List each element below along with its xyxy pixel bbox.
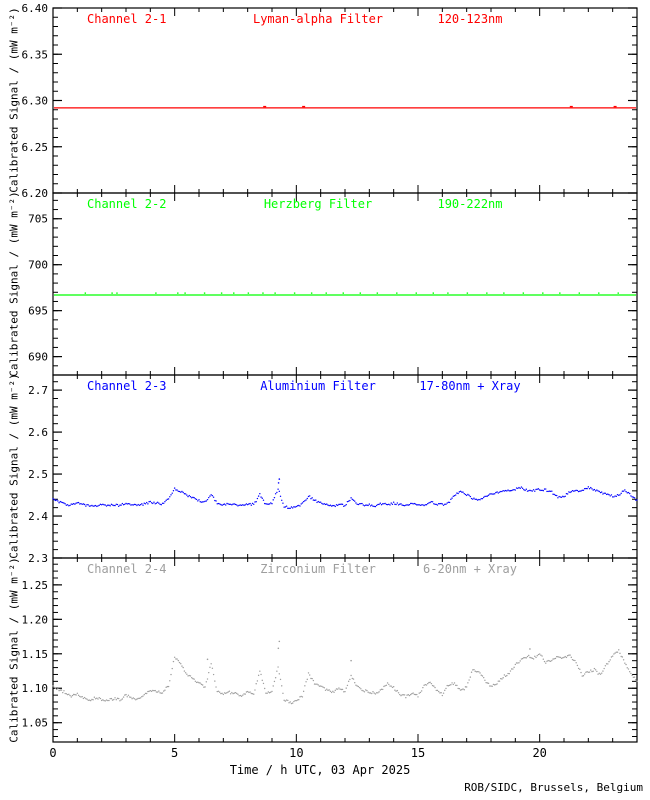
y-tick-label: 6.25	[22, 141, 49, 154]
y-tick-label: 2.7	[28, 384, 48, 397]
series-blip	[263, 105, 267, 108]
panel-4-series-dots	[52, 640, 638, 705]
y-tick-label: 6.20	[22, 187, 49, 200]
series-speckle	[578, 292, 580, 294]
x-tick-label: 0	[49, 746, 56, 760]
y-tick-label: 1.10	[22, 682, 49, 695]
series-speckle	[233, 292, 235, 294]
panel1-filter-label: Lyman-alpha Filter	[252, 12, 384, 26]
series-speckle	[220, 292, 223, 294]
series-speckle	[116, 292, 118, 294]
panel-1: 6.20 6.25 6.30 6.35 6.40	[22, 2, 638, 200]
panel1-y-axis-label: Calibrated Signal / (mW m⁻²)	[7, 7, 21, 193]
series-speckle	[84, 292, 87, 294]
y-tick-label: 700	[28, 259, 48, 272]
series-speckle	[111, 292, 113, 294]
panel2-y-axis-label: Calibrated Signal / (mW m⁻²)	[7, 191, 21, 377]
panel4-channel-label: Channel 2-4	[87, 562, 167, 576]
series-speckle	[262, 292, 264, 294]
y-tick-label: 690	[28, 351, 48, 364]
credit-text: ROB/SIDC, Brussels, Belgium	[464, 781, 643, 794]
x-tick-label: 5	[171, 746, 178, 760]
panel4-filter-label: Zirconium Filter	[260, 562, 376, 576]
y-tick-label: 1.15	[22, 648, 49, 661]
series-speckle	[155, 292, 157, 294]
series-speckle	[293, 292, 296, 294]
series-speckle	[184, 292, 186, 294]
series-speckle	[247, 292, 250, 294]
x-tick-label: 15	[411, 746, 425, 760]
panel3-filter-label: Aluminium Filter	[260, 379, 376, 393]
panel4-y-axis-label: Calibrated Signal / (mW m⁻²)	[7, 557, 21, 743]
y-tick-label: 695	[28, 305, 48, 318]
series-blip	[302, 105, 306, 108]
series-speckle	[415, 292, 417, 294]
series-speckle	[310, 292, 313, 294]
panel3-channel-label: Channel 2-3	[87, 379, 167, 393]
y-tick-label: 2.6	[28, 426, 48, 439]
series-speckle	[522, 292, 525, 294]
panel-1-frame	[52, 7, 638, 194]
panel2-filter-label: Herzberg Filter	[263, 197, 373, 211]
series-speckle	[598, 292, 600, 294]
series-speckle	[503, 292, 505, 294]
panel-3-frame	[52, 374, 638, 559]
y-tick-label: 1.25	[22, 579, 49, 592]
series-speckle	[177, 292, 179, 294]
y-tick-label: 2.5	[28, 468, 48, 481]
series-blip	[613, 105, 617, 108]
series-speckle	[447, 292, 449, 294]
series-speckle	[486, 292, 488, 294]
panel-2-frame	[52, 192, 638, 376]
y-tick-label: 6.35	[22, 48, 49, 61]
series-blip	[569, 105, 573, 108]
panel-4: 1.05 1.10 1.15 1.20 1.25 0 5 10 15 20	[22, 557, 638, 760]
series-speckle	[359, 292, 361, 294]
x-tick-label: 10	[289, 746, 303, 760]
panel2-band-label: 190-222nm	[437, 197, 503, 211]
x-tick-label: 20	[532, 746, 546, 760]
panel4-band-label: 6-20nm + Xray	[423, 562, 517, 576]
y-tick-label: 6.30	[22, 95, 49, 108]
y-tick-label: 6.40	[22, 2, 49, 15]
series-speckle	[376, 292, 379, 294]
series-speckle	[559, 292, 561, 294]
series-speckle	[203, 292, 206, 294]
series-speckle	[432, 292, 434, 294]
series-speckle	[274, 292, 276, 294]
series-speckle	[342, 292, 344, 294]
panel-3-series-dots	[52, 478, 638, 510]
panel-3: 2.3 2.4 2.5 2.6 2.7	[28, 374, 638, 565]
panel-2: 690 695 700 705	[28, 192, 638, 376]
panel2-channel-label: Channel 2-2	[87, 197, 167, 211]
y-tick-label: 705	[28, 213, 48, 226]
panel3-band-label: 17-80nm + Xray	[419, 379, 521, 393]
series-speckle	[396, 292, 398, 294]
y-tick-label: 1.20	[22, 613, 49, 626]
series-speckle	[542, 292, 544, 294]
series-speckle	[325, 292, 327, 294]
x-axis-title: Time / h UTC, 03 Apr 2025	[229, 763, 411, 777]
series-speckle	[617, 292, 619, 294]
y-tick-label: 1.05	[22, 717, 49, 730]
series-speckle	[466, 292, 469, 294]
panel-4-frame	[52, 557, 638, 743]
y-tick-label: 2.4	[28, 510, 48, 523]
panel3-y-axis-label: Calibrated Signal / (mW m⁻²)	[7, 373, 21, 559]
y-tick-label: 2.3	[28, 552, 48, 565]
panel1-band-label: 120-123nm	[437, 12, 503, 26]
panel1-channel-label: Channel 2-1	[87, 12, 167, 26]
